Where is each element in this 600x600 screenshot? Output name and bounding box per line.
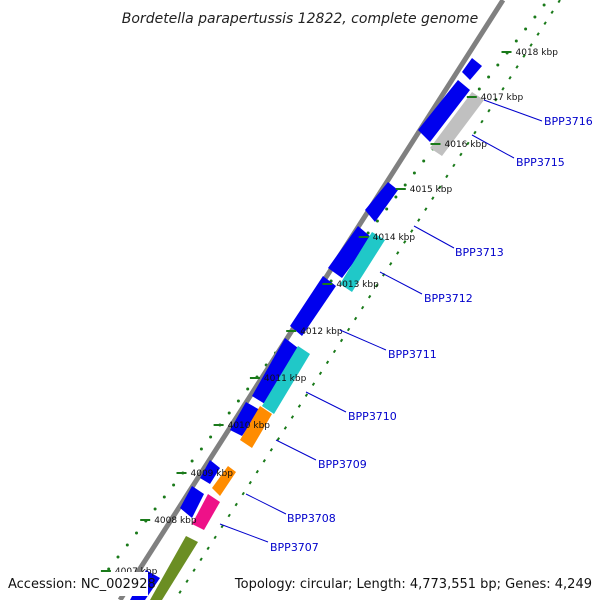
- gene-feature-blue[interactable]: [365, 182, 398, 222]
- ring-dot: [412, 171, 416, 175]
- ring-dot: [477, 87, 481, 91]
- gene-leader-line: [339, 329, 387, 351]
- gene-feature-cyan[interactable]: [340, 232, 385, 292]
- ring-dot: [107, 567, 111, 571]
- gene-feature-orange[interactable]: [212, 466, 236, 496]
- gene-leader-line: [245, 493, 287, 515]
- gene-leader-line: [275, 439, 317, 461]
- map-title: Bordetella parapertussis 12822, complete…: [122, 11, 478, 27]
- gene-labels: BPP3716 BPP3715 BPP3713 BPP3712 BPP3711 BPP37…: [219, 99, 593, 554]
- ring-dot: [394, 195, 398, 199]
- gene-label[interactable]: BPP3707: [270, 541, 319, 554]
- ring-dot: [524, 27, 528, 31]
- gene-leader-line: [483, 99, 543, 122]
- tick-label: 4014 kbp: [373, 233, 416, 243]
- tick-label: 4008 kbp: [154, 516, 197, 526]
- tick-label: 4016 kbp: [445, 140, 488, 150]
- gene-feature-orange[interactable]: [240, 406, 272, 448]
- ring-dot: [385, 207, 389, 211]
- ring-dot: [199, 447, 203, 451]
- accession-background: [2, 572, 148, 596]
- gene-feature-blue[interactable]: [200, 460, 220, 484]
- gene-label[interactable]: BPP3708: [287, 512, 336, 525]
- gene-label[interactable]: BPP3715: [516, 156, 565, 169]
- gene-feature-blue[interactable]: [180, 486, 204, 518]
- gene-feature-olive[interactable]: [150, 536, 198, 600]
- ring-dot: [496, 63, 500, 67]
- tick-label: 4015 kbp: [410, 185, 453, 195]
- ring-dot: [533, 15, 537, 19]
- ring-dot: [172, 483, 176, 487]
- gene-label[interactable]: BPP3710: [348, 410, 397, 423]
- genome-summary: Topology: circular; Length: 4,773,551 bp…: [234, 577, 592, 592]
- gene-feature-cyan[interactable]: [262, 346, 310, 414]
- gene-feature-blue[interactable]: [462, 58, 482, 80]
- feature-track: [130, 58, 484, 600]
- ring-dot: [135, 531, 138, 535]
- gene-label[interactable]: BPP3713: [455, 246, 504, 259]
- tick-ring: [174, 0, 561, 600]
- ring-dot: [487, 75, 491, 79]
- gene-label[interactable]: BPP3711: [388, 348, 437, 361]
- ring-dot: [246, 387, 250, 391]
- gene-feature-magenta[interactable]: [192, 494, 220, 530]
- gene-feature-blue[interactable]: [230, 402, 260, 436]
- ring-dot: [227, 411, 231, 415]
- tick-label: 4017 kbp: [481, 93, 524, 103]
- tick-labels: 4018 kbp 4017 kbp 4016 kbp 4015 kbp 4014 kbp…: [100, 48, 559, 577]
- tick-label: 4010 kbp: [228, 421, 271, 431]
- ring-dot: [209, 435, 213, 439]
- ring-dot: [190, 459, 194, 463]
- ring-dot: [125, 543, 129, 547]
- gene-feature-gray[interactable]: [430, 92, 484, 156]
- ring-dot: [116, 555, 120, 559]
- gene-label[interactable]: BPP3716: [544, 115, 593, 128]
- ring-dot: [542, 3, 546, 7]
- gene-leader-line: [471, 134, 515, 159]
- gene-feature-blue[interactable]: [328, 226, 372, 278]
- gene-label[interactable]: BPP3709: [318, 458, 367, 471]
- gene-leader-line: [379, 271, 423, 295]
- gene-leader-line: [219, 523, 269, 543]
- ring-dot: [153, 507, 157, 511]
- tick-label: 4011 kbp: [264, 374, 307, 384]
- ring-dot: [162, 495, 166, 499]
- gene-feature-blue[interactable]: [252, 338, 298, 404]
- summary-background: [255, 572, 595, 596]
- accession-text: Accession: NC_002928: [8, 577, 156, 592]
- ring-dot: [375, 219, 379, 223]
- gene-label[interactable]: BPP3712: [424, 292, 473, 305]
- ring-dot: [514, 39, 518, 43]
- gene-feature-blue[interactable]: [418, 80, 470, 142]
- tick-label: 4012 kbp: [300, 327, 343, 337]
- ring-dot: [366, 231, 370, 235]
- tick-label: 4009 kbp: [191, 469, 234, 479]
- gene-leader-line: [413, 225, 455, 249]
- gene-feature-blue[interactable]: [290, 276, 336, 336]
- tick-label: 4013 kbp: [336, 280, 379, 290]
- ring-dot: [236, 399, 240, 403]
- ring-dot: [403, 183, 407, 187]
- tick-label: 4018 kbp: [516, 48, 559, 58]
- gene-leader-line: [305, 391, 347, 413]
- ring-dot: [422, 159, 426, 163]
